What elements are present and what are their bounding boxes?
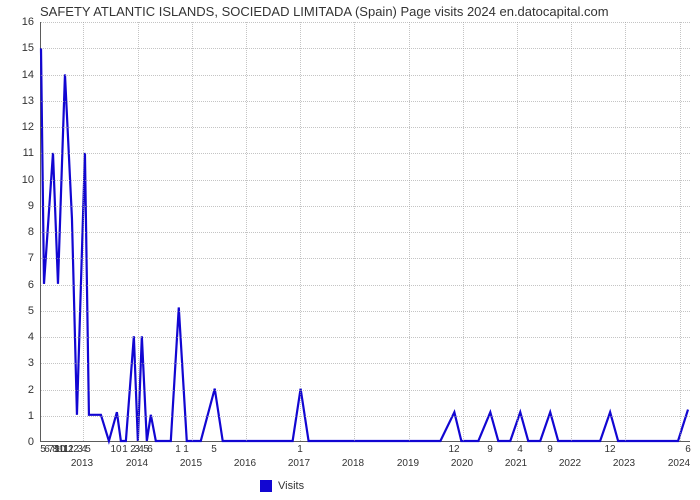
chart-title: SAFETY ATLANTIC ISLANDS, SOCIEDAD LIMITA… [40, 4, 609, 19]
y-tick-label: 4 [0, 331, 34, 343]
x-minor-tick-label: 6 [147, 444, 153, 455]
gridline-v [354, 22, 355, 441]
legend-swatch [260, 480, 272, 492]
x-minor-tick-label: 5 [85, 444, 91, 455]
gridline-v [409, 22, 410, 441]
y-tick-label: 6 [0, 279, 34, 291]
y-tick-label: 10 [0, 174, 34, 186]
x-year-label: 2020 [451, 458, 473, 469]
gridline-v [192, 22, 193, 441]
x-minor-tick-label: 9 [547, 444, 553, 455]
x-minor-tick-label: 4 [517, 444, 523, 455]
y-tick-label: 2 [0, 384, 34, 396]
x-year-label: 2013 [71, 458, 93, 469]
x-minor-tick-label: 1 [175, 444, 181, 455]
y-tick-label: 11 [0, 147, 34, 159]
x-minor-tick-label: 1 [183, 444, 189, 455]
x-year-label: 2017 [288, 458, 310, 469]
y-tick-label: 7 [0, 252, 34, 264]
y-tick-label: 12 [0, 121, 34, 133]
y-tick-label: 9 [0, 200, 34, 212]
plot-area [40, 22, 690, 442]
y-tick-label: 14 [0, 69, 34, 81]
x-minor-tick-label: 10 [110, 444, 121, 455]
gridline-v [138, 22, 139, 441]
y-tick-label: 8 [0, 226, 34, 238]
x-year-label: 2014 [126, 458, 148, 469]
gridline-v [246, 22, 247, 441]
legend-label: Visits [278, 480, 304, 492]
y-tick-label: 0 [0, 436, 34, 448]
x-year-label: 2023 [613, 458, 635, 469]
gridline-v [680, 22, 681, 441]
gridline-v [517, 22, 518, 441]
gridline-v [83, 22, 84, 441]
gridline-v [625, 22, 626, 441]
x-year-label: 2016 [234, 458, 256, 469]
x-year-label: 2024 [668, 458, 690, 469]
x-minor-tick-label: 9 [487, 444, 493, 455]
x-minor-tick-label: 12 [604, 444, 615, 455]
gridline-v [300, 22, 301, 441]
x-minor-tick-label: 12 [448, 444, 459, 455]
x-minor-tick-label: 1 [122, 444, 128, 455]
x-minor-tick-label: 6 [685, 444, 691, 455]
y-tick-label: 3 [0, 357, 34, 369]
x-year-label: 2015 [180, 458, 202, 469]
x-year-label: 2021 [505, 458, 527, 469]
y-tick-label: 16 [0, 16, 34, 28]
x-year-label: 2019 [397, 458, 419, 469]
y-tick-label: 1 [0, 410, 34, 422]
x-year-label: 2022 [559, 458, 581, 469]
chart-container: SAFETY ATLANTIC ISLANDS, SOCIEDAD LIMITA… [0, 0, 700, 500]
x-minor-tick-label: 1 [297, 444, 303, 455]
gridline-v [463, 22, 464, 441]
x-year-label: 2018 [342, 458, 364, 469]
y-tick-label: 5 [0, 305, 34, 317]
gridline-v [571, 22, 572, 441]
y-tick-label: 15 [0, 42, 34, 54]
y-tick-label: 13 [0, 95, 34, 107]
legend: Visits [260, 480, 304, 492]
x-minor-tick-label: 5 [211, 444, 217, 455]
